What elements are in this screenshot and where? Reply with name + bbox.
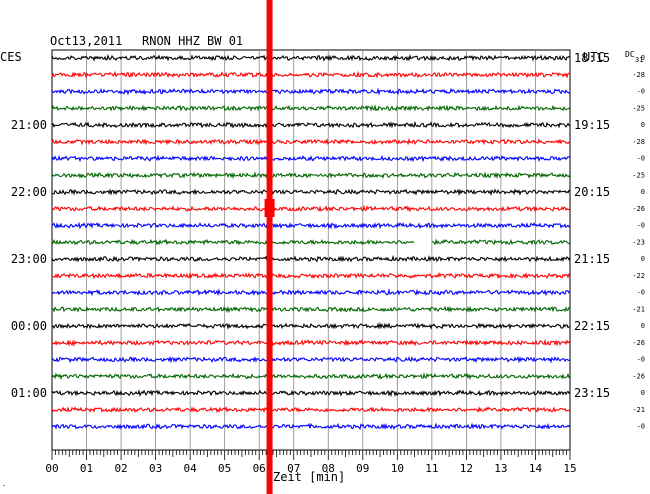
x-tick-label: 03 (149, 462, 162, 475)
left-time-label: 23:00 (11, 252, 47, 266)
dc-offset-label: -0 (637, 289, 645, 297)
trace-line (51, 188, 571, 197)
x-tick-label: 15 (563, 462, 576, 475)
trace-line (51, 305, 571, 314)
right-time-label: 23:15 (574, 386, 610, 400)
trace-line (51, 288, 571, 297)
dc-offset-label: 0 (641, 188, 645, 196)
x-tick-label: 04 (184, 462, 198, 475)
dc-label: DC (625, 50, 635, 59)
dc-offset-label: 0 (641, 322, 645, 330)
trace-line (51, 238, 571, 246)
dc-offset-label: 0 (641, 54, 645, 62)
right-time-label: 19:15 (574, 118, 610, 132)
dc-offset-label: -26 (632, 205, 645, 213)
dc-offset-label: -26 (632, 372, 645, 380)
x-tick-label: 12 (460, 462, 473, 475)
x-tick-label: 07 (287, 462, 300, 475)
dc-offset-label: -0 (637, 88, 645, 96)
trace-line (51, 221, 571, 230)
x-tick-label: 09 (356, 462, 369, 475)
left-timezone-label: CES (0, 50, 22, 64)
x-tick-label: 10 (391, 462, 404, 475)
right-time-label: 18:15 (574, 51, 610, 65)
trace-line (51, 70, 570, 79)
x-tick-label: 14 (529, 462, 543, 475)
dc-offset-label: -0 (637, 155, 645, 163)
dc-offset-label: -28 (632, 71, 645, 79)
corner-mark: . (2, 480, 6, 488)
trace-line (51, 254, 571, 263)
trace-line (51, 120, 571, 129)
x-axis-title: Zeit [min] (273, 470, 345, 484)
x-tick-label: 06 (253, 462, 266, 475)
dc-label-sub: 31 (635, 56, 643, 64)
dc-offset-label: -21 (632, 406, 645, 414)
trace-line (51, 137, 571, 146)
station-label: RNON HHZ BW 01 (142, 34, 243, 48)
dc-offset-label: -26 (632, 339, 645, 347)
x-tick-label: 00 (45, 462, 58, 475)
dc-offset-label: 0 (641, 389, 645, 397)
dc-offset-label: -0 (637, 222, 645, 230)
trace-line (51, 372, 571, 381)
trace-line (51, 321, 571, 330)
trace-line (51, 406, 571, 414)
dc-offset-label: -25 (632, 171, 645, 179)
x-tick-label: 13 (494, 462, 507, 475)
trace-line (51, 338, 571, 347)
x-tick-label: 02 (114, 462, 127, 475)
dc-offset-label: -25 (632, 104, 645, 112)
x-tick-label: 01 (80, 462, 93, 475)
right-time-label: 20:15 (574, 185, 610, 199)
dc-offset-label: -22 (632, 272, 645, 280)
x-tick-label: 08 (322, 462, 335, 475)
dc-offset-label: -28 (632, 138, 645, 146)
left-time-label: 21:00 (11, 118, 47, 132)
trace-line (51, 389, 571, 398)
right-time-label: 21:15 (574, 252, 610, 266)
left-time-label: 22:00 (11, 185, 47, 199)
dc-offset-label: -23 (632, 238, 645, 246)
right-time-label: 22:15 (574, 319, 610, 333)
trace-line (51, 204, 571, 213)
x-tick-label: 11 (425, 462, 438, 475)
trace-line (51, 104, 571, 112)
dc-offset-label: 0 (641, 121, 645, 129)
dc-offset-label: -0 (637, 423, 645, 431)
trace-line (51, 422, 571, 431)
event-peak-mark (264, 199, 275, 217)
trace-line (51, 53, 570, 62)
right-timezone-label: UTC (583, 50, 605, 64)
date-label: Oct13,2011 (50, 34, 122, 48)
x-tick-label: 05 (218, 462, 231, 475)
dc-offset-label: 0 (641, 255, 645, 263)
dc-offset-label: -0 (637, 356, 645, 364)
dc-offset-label: -21 (632, 305, 645, 313)
trace-line (51, 87, 571, 96)
trace-line (51, 355, 571, 364)
left-time-label: 01:00 (11, 386, 47, 400)
left-time-label: 00:00 (11, 319, 47, 333)
trace-line (51, 171, 571, 180)
trace-line (51, 154, 571, 163)
trace-line (51, 271, 571, 280)
